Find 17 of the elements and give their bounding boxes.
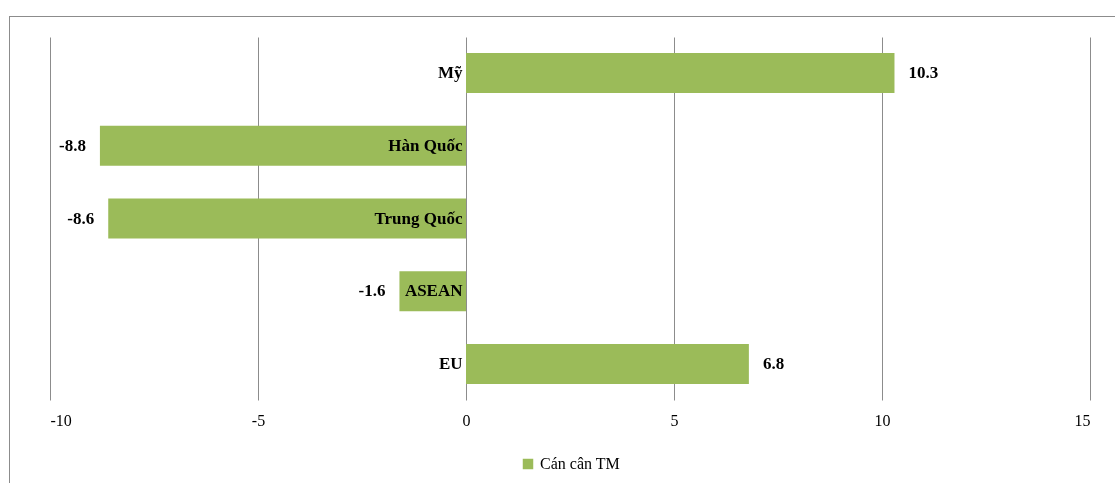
data-label: 10.3 — [908, 63, 939, 83]
y-tick-label: EU — [438, 353, 463, 373]
data-label: -8.8 — [59, 135, 86, 155]
x-tick-label: 10 — [874, 411, 891, 429]
legend-label: Cán cân TM — [540, 455, 620, 472]
x-tick-label: 15 — [1074, 411, 1091, 429]
x-tick-label: 5 — [670, 411, 679, 429]
data-label: -1.6 — [358, 281, 386, 301]
y-tick-label: Hàn Quốc — [388, 135, 463, 155]
x-tick-label: -10 — [50, 411, 72, 429]
data-label: -8.6 — [67, 208, 95, 228]
x-tick-label: 0 — [462, 411, 471, 429]
y-tick-label: Mỹ — [437, 63, 463, 83]
y-tick-label: ASEAN — [404, 281, 464, 301]
data-label: 6.8 — [762, 353, 785, 373]
y-tick-label: Trung Quốc — [374, 208, 463, 228]
x-tick-label: -5 — [251, 411, 266, 429]
